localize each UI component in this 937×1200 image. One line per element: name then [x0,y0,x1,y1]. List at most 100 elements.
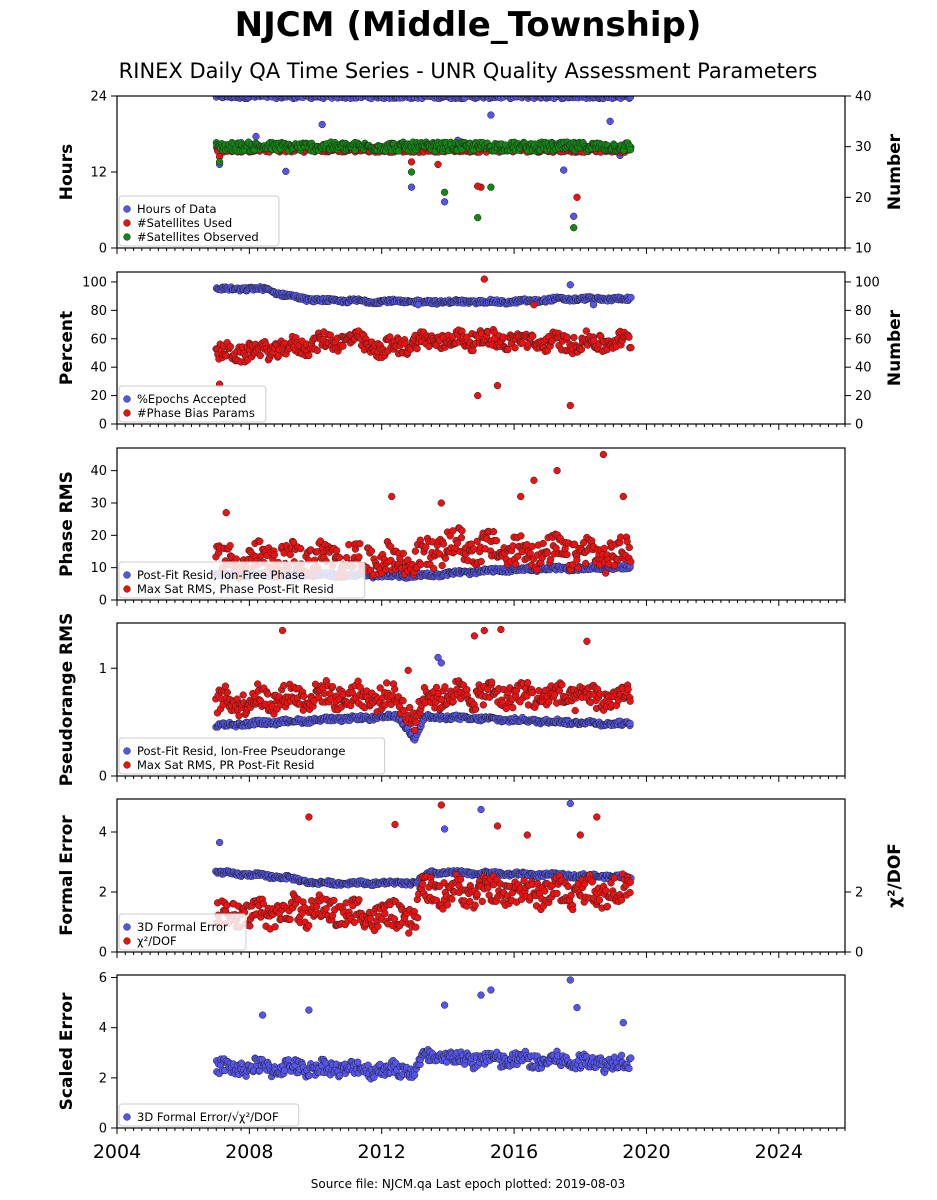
data-point [497,625,505,634]
legend-marker [123,409,131,417]
data-point [404,666,412,675]
figure-title: NJCM (Middle_Township) [235,5,702,45]
y-tick-label: 100 [82,275,107,290]
legend-marker [123,205,131,213]
data-point [221,682,230,690]
legend-box [118,195,280,247]
data-point [239,691,247,699]
data-point [342,553,351,562]
data-point [492,537,501,545]
data-point [528,688,537,697]
y-tick-label: 40 [90,464,107,479]
data-point [568,561,577,569]
data-point [509,704,517,712]
data-point [474,213,482,222]
series--phase-bias-params [212,275,635,410]
data-point [412,923,420,931]
legend-marker [123,219,131,227]
data-point [570,540,579,548]
data-point [328,683,337,691]
data-point [256,537,264,546]
data-point [441,554,450,562]
data-point [627,344,635,352]
data-point [473,537,481,545]
data-point [529,332,537,340]
data-point [625,333,633,341]
data-point [388,492,396,501]
y2-tick-label: 0 [855,418,863,433]
y-tick-label: 40 [90,361,107,376]
y-tick-label: 30 [90,496,107,511]
data-point [434,160,442,169]
data-point [413,345,421,353]
data-point [252,132,260,141]
data-point [626,96,635,101]
data-point [470,632,479,640]
data-point [356,683,364,691]
data-point [555,687,564,695]
data-point [456,875,465,883]
data-point [305,351,313,360]
legend-label: Hours of Data [137,202,217,216]
y-tick-label: 20 [90,529,107,544]
data-point [437,499,445,507]
data-point [493,381,502,390]
data-point [235,712,243,720]
data-point [232,555,240,563]
data-point [350,918,359,927]
data-point [573,193,581,201]
y2-tick-label: 20 [855,389,872,404]
legend-label: #Phase Bias Params [137,406,255,420]
y2-tick-label: 80 [855,304,872,319]
data-point [312,903,321,911]
data-point [367,547,376,555]
legend-label: Max Sat RMS, PR Post-Fit Resid [137,758,314,772]
data-point [528,542,537,551]
data-point [574,564,582,572]
series--epochs-accepted [213,281,635,309]
data-point [374,922,382,931]
data-point [318,120,326,129]
y2-tick-label: 10 [855,242,872,257]
y-axis-label: Percent [57,311,77,385]
panel-points [212,799,635,937]
data-point [546,555,555,564]
data-point [407,168,416,176]
data-point [297,544,305,553]
data-point [514,552,522,560]
y-tick-label: 10 [90,561,107,576]
legend-marker [123,395,131,403]
data-point [330,896,338,905]
data-point [226,542,234,550]
legend-box [118,385,267,423]
panel-points [212,625,634,744]
legend-label: Post-Fit Resid, Ion-Free Pseudorange [137,744,345,758]
data-point [579,539,588,547]
data-point [530,476,538,484]
data-point [394,147,403,155]
data-point [449,527,457,535]
legend-marker [123,571,131,579]
data-point [366,914,375,923]
data-point [440,188,449,196]
data-point [474,391,482,400]
data-point [624,685,632,693]
data-point [487,183,495,191]
data-point [563,333,571,341]
y-tick-label: 0 [99,418,107,433]
y-tick-label: 1 [99,662,107,677]
data-point [263,690,272,698]
data-point [286,915,294,924]
legend-marker [123,747,131,755]
data-point [313,346,321,355]
data-point [339,342,347,350]
data-point [256,351,264,360]
data-point [412,718,420,726]
data-point [599,450,608,459]
data-point [573,556,581,564]
data-point [270,551,279,559]
